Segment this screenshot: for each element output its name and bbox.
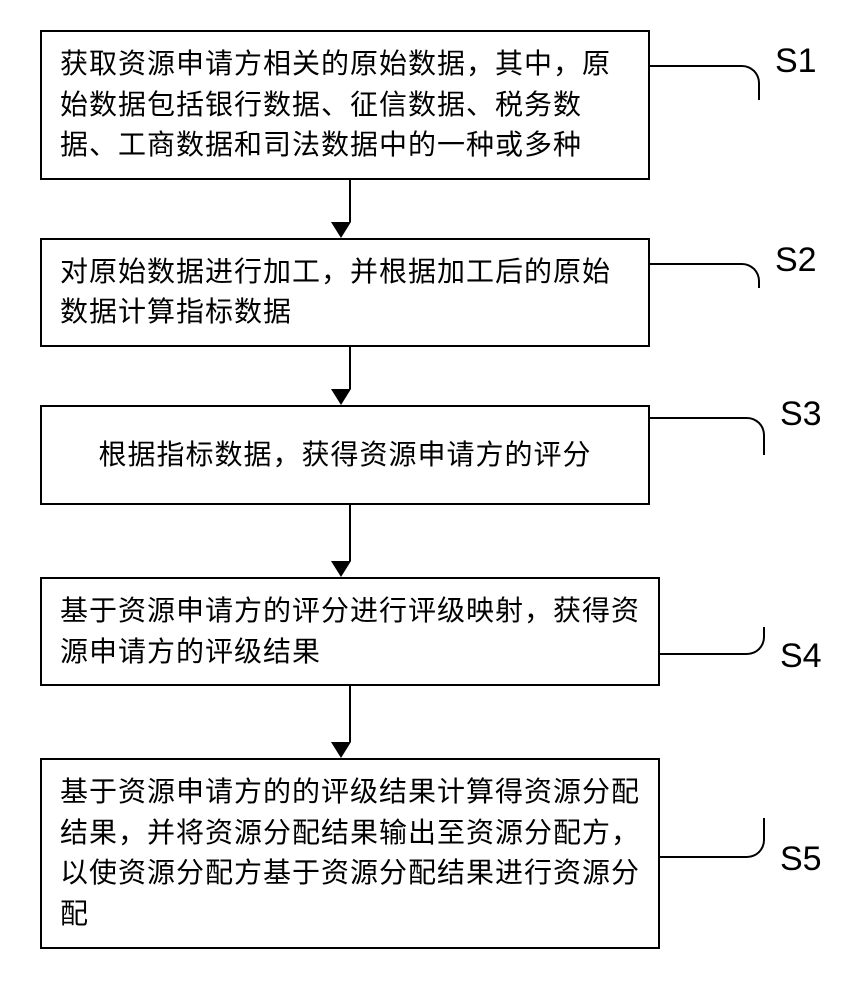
arrow-head-icon xyxy=(331,222,351,238)
step-label-s1: S1 xyxy=(775,42,817,81)
label-connector-s4 xyxy=(660,627,765,655)
arrow-line xyxy=(349,180,351,222)
arrow-head-icon xyxy=(331,389,351,405)
step-box-s5: 基于资源申请方的的评级结果计算得资源分配结果，并将资源分配结果输出至资源分配方，… xyxy=(40,758,660,948)
flowchart-container: 获取资源申请方相关的原始数据，其中，原始数据包括银行数据、征信数据、税务数据、工… xyxy=(40,30,830,949)
label-connector-s3 xyxy=(650,417,765,455)
step-row-s4: 基于资源申请方的评分进行评级映射，获得资源申请方的评级结果 S4 xyxy=(40,577,830,686)
arrow-s3-s4 xyxy=(40,505,830,577)
step-text-s1: 获取资源申请方相关的原始数据，其中，原始数据包括银行数据、征信数据、税务数据、工… xyxy=(60,44,630,166)
arrow-s2-s3 xyxy=(40,347,830,405)
step-label-s3: S3 xyxy=(780,395,822,434)
step-box-s4: 基于资源申请方的评分进行评级映射，获得资源申请方的评级结果 xyxy=(40,577,660,686)
step-box-s1: 获取资源申请方相关的原始数据，其中，原始数据包括银行数据、征信数据、税务数据、工… xyxy=(40,30,650,180)
label-connector-s5 xyxy=(660,818,765,858)
arrow-s4-s5 xyxy=(40,686,830,758)
arrow-line xyxy=(349,505,351,561)
step-box-s3: 根据指标数据，获得资源申请方的评分 xyxy=(40,405,650,505)
arrow-line xyxy=(349,347,351,389)
step-text-s4: 基于资源申请方的评分进行评级映射，获得资源申请方的评级结果 xyxy=(60,591,640,672)
step-label-s5: S5 xyxy=(780,840,822,879)
arrow-s1-s2 xyxy=(40,180,830,238)
arrow-head-icon xyxy=(331,742,351,758)
step-label-s4: S4 xyxy=(780,637,822,676)
step-box-s2: 对原始数据进行加工，并根据加工后的原始数据计算指标数据 xyxy=(40,238,650,347)
step-row-s1: 获取资源申请方相关的原始数据，其中，原始数据包括银行数据、征信数据、税务数据、工… xyxy=(40,30,830,180)
step-label-s2: S2 xyxy=(775,241,817,280)
label-connector-s1 xyxy=(650,65,760,100)
arrow-head-icon xyxy=(331,561,351,577)
step-row-s3: 根据指标数据，获得资源申请方的评分 S3 xyxy=(40,405,830,505)
label-connector-s2 xyxy=(650,263,760,288)
step-row-s2: 对原始数据进行加工，并根据加工后的原始数据计算指标数据 S2 xyxy=(40,238,830,347)
step-text-s5: 基于资源申请方的的评级结果计算得资源分配结果，并将资源分配结果输出至资源分配方，… xyxy=(60,772,640,934)
arrow-line xyxy=(349,686,351,742)
step-row-s5: 基于资源申请方的的评级结果计算得资源分配结果，并将资源分配结果输出至资源分配方，… xyxy=(40,758,830,948)
step-text-s2: 对原始数据进行加工，并根据加工后的原始数据计算指标数据 xyxy=(60,252,630,333)
step-text-s3: 根据指标数据，获得资源申请方的评分 xyxy=(98,435,591,476)
